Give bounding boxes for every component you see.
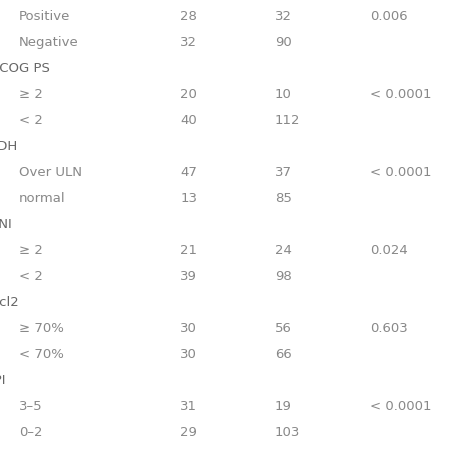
Text: 19: 19 [275, 400, 292, 413]
Text: LDH: LDH [0, 140, 18, 153]
Text: 20: 20 [180, 88, 197, 101]
Text: < 2: < 2 [19, 270, 43, 283]
Text: < 2: < 2 [19, 114, 43, 127]
Text: 0.006: 0.006 [370, 10, 407, 23]
Text: 28: 28 [180, 10, 197, 23]
Text: 32: 32 [275, 10, 292, 23]
Text: 31: 31 [180, 400, 197, 413]
Text: Positive: Positive [19, 10, 70, 23]
Text: 29: 29 [180, 426, 197, 439]
Text: 39: 39 [180, 270, 197, 283]
Text: 0.024: 0.024 [370, 244, 408, 257]
Text: 98: 98 [275, 270, 292, 283]
Text: 32: 32 [180, 36, 197, 49]
Text: Bcl2: Bcl2 [0, 296, 19, 309]
Text: 37: 37 [275, 166, 292, 179]
Text: < 70%: < 70% [19, 348, 64, 361]
Text: 30: 30 [180, 348, 197, 361]
Text: 21: 21 [180, 244, 197, 257]
Text: 10: 10 [275, 88, 292, 101]
Text: ≥ 2: ≥ 2 [19, 244, 43, 257]
Text: 90: 90 [275, 36, 292, 49]
Text: ENI: ENI [0, 218, 12, 231]
Text: 24: 24 [275, 244, 292, 257]
Text: Over ULN: Over ULN [19, 166, 82, 179]
Text: 0.603: 0.603 [370, 322, 408, 335]
Text: 103: 103 [275, 426, 301, 439]
Text: ECOG PS: ECOG PS [0, 62, 49, 75]
Text: 112: 112 [275, 114, 301, 127]
Text: 56: 56 [275, 322, 292, 335]
Text: < 0.0001: < 0.0001 [370, 400, 431, 413]
Text: 30: 30 [180, 322, 197, 335]
Text: ≥ 2: ≥ 2 [19, 88, 43, 101]
Text: 0–2: 0–2 [19, 426, 43, 439]
Text: 85: 85 [275, 192, 292, 205]
Text: ≥ 70%: ≥ 70% [19, 322, 64, 335]
Text: 66: 66 [275, 348, 292, 361]
Text: 3–5: 3–5 [19, 400, 43, 413]
Text: 40: 40 [180, 114, 197, 127]
Text: < 0.0001: < 0.0001 [370, 166, 431, 179]
Text: IPI: IPI [0, 374, 6, 387]
Text: 47: 47 [180, 166, 197, 179]
Text: < 0.0001: < 0.0001 [370, 88, 431, 101]
Text: normal: normal [19, 192, 65, 205]
Text: Negative: Negative [19, 36, 79, 49]
Text: 13: 13 [180, 192, 197, 205]
